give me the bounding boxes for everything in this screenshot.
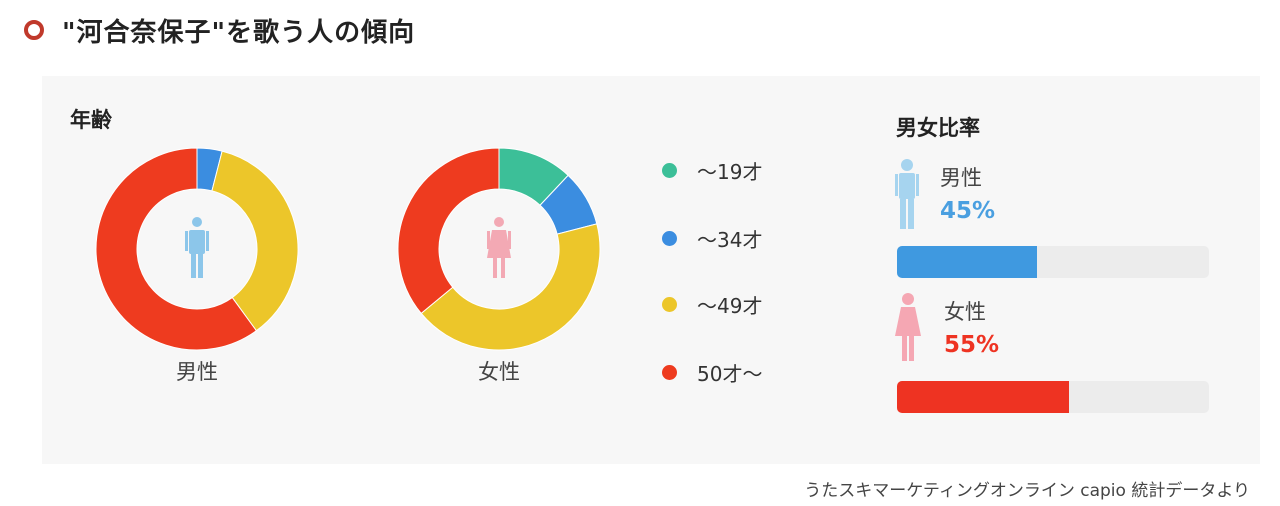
female-age-slice-3	[420, 223, 601, 351]
ratio-heading: 男女比率	[896, 116, 980, 140]
female-donut-label: 女性	[478, 360, 520, 384]
male-ratio-bar	[897, 246, 1038, 278]
legend-dot-icon	[662, 163, 677, 178]
female-age-slice-4	[397, 147, 500, 315]
legend-label: ～34才	[697, 228, 763, 252]
page-title: "河合奈保子"を歌う人の傾向	[62, 17, 416, 48]
female-ratio-bar	[897, 381, 1069, 413]
male-age-slice-4	[95, 147, 258, 351]
female-ratio-bar-track	[897, 381, 1209, 413]
legend-label: ～19才	[697, 160, 763, 184]
legend-label: 50才～	[697, 362, 763, 386]
age-heading: 年齢	[70, 108, 112, 132]
male-person-icon	[185, 217, 209, 278]
legend-item: 50才～	[662, 358, 762, 387]
male-ratio-bar-track	[897, 246, 1209, 278]
legend-item: ～34才	[662, 224, 762, 253]
ratio-male-percent: 45%	[940, 198, 996, 224]
ratio-male-label: 男性	[940, 166, 982, 190]
ratio-female-label: 女性	[944, 300, 986, 324]
male-donut-label: 男性	[176, 360, 218, 384]
legend-item: ～19才	[662, 156, 762, 185]
female-person-icon	[487, 217, 511, 278]
source-note: うたスキマーケティングオンライン capio 統計データより	[804, 481, 1250, 501]
ratio-female-percent: 55%	[944, 332, 1000, 358]
legend-dot-icon	[662, 365, 677, 380]
circle-bullet-icon	[24, 20, 44, 40]
male-age-donut-chart	[95, 147, 299, 351]
legend-item: ～49才	[662, 290, 762, 319]
female-age-donut-chart	[397, 147, 601, 351]
female-person-icon	[895, 293, 921, 361]
legend-dot-icon	[662, 297, 677, 312]
title-row: "河合奈保子"を歌う人の傾向	[24, 12, 415, 48]
legend-label: ～49才	[697, 294, 763, 318]
male-age-slice-3	[211, 150, 299, 332]
legend-dot-icon	[662, 231, 677, 246]
male-person-icon	[895, 159, 919, 229]
